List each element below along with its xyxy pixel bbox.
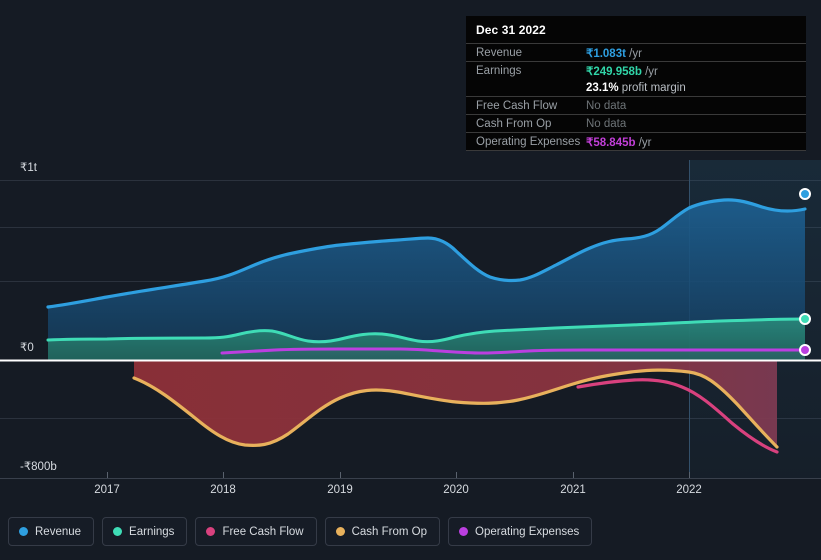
tooltip-date: Dec 31 2022 — [476, 23, 546, 37]
chart-plot-area — [0, 160, 821, 479]
y-axis-label-bottom: -₹800b — [18, 458, 61, 474]
x-axis-label-2018: 2018 — [210, 484, 236, 496]
x-axis-ticks — [107, 472, 690, 478]
series-line-free-cash-flow — [576, 378, 779, 454]
series-line-operating-expenses — [220, 347, 807, 355]
tooltip-label-earnings: Earnings — [476, 64, 522, 77]
tooltip-value-free-cash-flow: No data — [586, 99, 627, 112]
tooltip-value-earnings-number: ₹249.958b — [586, 65, 642, 78]
legend-item-free-cash-flow[interactable]: Free Cash Flow — [195, 517, 317, 546]
tooltip-value-revenue-suffix: /yr — [625, 47, 642, 60]
tooltip-value-revenue: ₹1.083t /yr — [586, 46, 642, 60]
legend-dot-earnings-icon — [113, 527, 123, 536]
tooltip-value-earnings: ₹249.958b /yr — [586, 64, 658, 78]
end-marker-revenue — [799, 188, 811, 200]
series-line-cash-from-op — [132, 368, 779, 449]
tooltip-value-operating-expenses: ₹58.845b /yr — [586, 135, 652, 149]
series-area-cash-from-op — [134, 360, 777, 447]
series-end-markers — [799, 188, 811, 356]
legend-label-revenue: Revenue — [35, 525, 82, 538]
series-line-earnings — [46, 317, 807, 344]
tooltip-value-earnings-suffix: /yr — [641, 65, 658, 78]
y-axis-label-top: ₹1t — [18, 159, 41, 175]
legend-label-cash-from-op: Cash From Op — [351, 525, 428, 538]
legend-item-cash-from-op[interactable]: Cash From Op — [324, 517, 441, 546]
legend-dot-operating-expenses-icon — [459, 527, 469, 536]
tooltip-value-profit-margin-suffix: profit margin — [618, 81, 686, 94]
tooltip-row-operating-expenses: Operating Expenses ₹58.845b /yr — [466, 132, 806, 151]
series-line-revenue — [46, 198, 807, 309]
legend-label-free-cash-flow: Free Cash Flow — [222, 525, 304, 538]
tooltip-value-profit-margin: 23.1% profit margin — [586, 82, 686, 94]
tooltip-row-cash-from-op: Cash From Op No data — [466, 114, 806, 132]
legend-label-operating-expenses: Operating Expenses — [475, 525, 580, 538]
tooltip-label-free-cash-flow: Free Cash Flow — [476, 99, 558, 112]
legend-item-revenue[interactable]: Revenue — [8, 517, 95, 546]
tooltip-value-operating-expenses-number: ₹58.845b — [586, 136, 636, 149]
legend-item-operating-expenses[interactable]: Operating Expenses — [448, 517, 593, 546]
tooltip-label-cash-from-op: Cash From Op — [476, 117, 552, 130]
legend-dot-free-cash-flow-icon — [206, 527, 216, 536]
tooltip-row-profit-margin: 23.1% profit margin — [466, 79, 806, 96]
tooltip-row-free-cash-flow: Free Cash Flow No data — [466, 96, 806, 114]
tooltip-value-revenue-number: ₹1.083t — [586, 47, 626, 60]
y-axis-label-zero: ₹0 — [18, 339, 38, 355]
legend-item-earnings[interactable]: Earnings — [102, 517, 188, 546]
x-axis-label-2022: 2022 — [676, 484, 702, 496]
x-axis-label-2021: 2021 — [560, 484, 586, 496]
series-area-revenue — [48, 199, 805, 360]
legend-label-earnings: Earnings — [129, 525, 175, 538]
tooltip-row-earnings: Earnings ₹249.958b /yr — [466, 61, 806, 79]
x-axis-label-2020: 2020 — [443, 484, 469, 496]
tooltip-value-cash-from-op: No data — [586, 117, 627, 130]
x-axis-label-2017: 2017 — [94, 484, 120, 496]
end-marker-earnings — [799, 313, 811, 325]
end-marker-operating-expenses — [799, 344, 811, 356]
legend-dot-cash-from-op-icon — [335, 527, 345, 536]
chart-tooltip: Dec 31 2022 Revenue ₹1.083t /yr Earnings… — [466, 16, 806, 151]
tooltip-row-revenue: Revenue ₹1.083t /yr — [466, 43, 806, 61]
tooltip-label-revenue: Revenue — [476, 46, 523, 59]
x-axis-label-2019: 2019 — [327, 484, 353, 496]
chart-legend: Revenue Earnings Free Cash Flow Cash Fro… — [8, 517, 593, 546]
tooltip-label-operating-expenses: Operating Expenses — [476, 135, 581, 148]
tooltip-value-profit-margin-number: 23.1% — [586, 81, 619, 94]
tooltip-value-operating-expenses-suffix: /yr — [635, 136, 652, 149]
legend-dot-revenue-icon — [19, 527, 28, 536]
